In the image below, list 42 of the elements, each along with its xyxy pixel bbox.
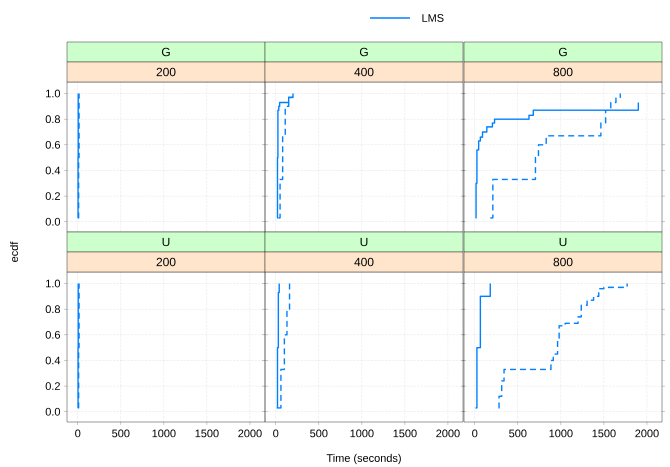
x-tick-label: 1000 [549, 430, 573, 438]
y-tick-label: 0.8 [46, 115, 60, 124]
chart-subtitle: 400 [354, 258, 374, 266]
y-tick-label: 0.2 [46, 382, 60, 390]
chart-title: G [162, 48, 170, 56]
y-tick-label: 0.4 [46, 356, 60, 364]
legend-label: LMS [422, 14, 444, 22]
chart-subtitle: 200 [156, 68, 176, 76]
x-tick-label: 500 [509, 430, 527, 438]
x-tick-label: 1500 [196, 430, 219, 438]
chart-subtitle: 800 [554, 258, 573, 266]
y-tick-label: 1.0 [46, 280, 60, 288]
x-tick-label: 1500 [394, 430, 417, 438]
chart-title: U [360, 238, 368, 246]
x-tick-label: 500 [310, 430, 328, 438]
x-tick-label: 0 [75, 430, 80, 438]
chart-subtitle: 800 [554, 68, 573, 76]
y-tick-label: 0.8 [46, 305, 60, 314]
chart-subtitle: 200 [156, 258, 176, 266]
chart-subtitle: 400 [354, 68, 374, 76]
chart-title: G [558, 48, 567, 56]
x-tick-label: 1500 [592, 430, 616, 438]
y-tick-label: 0.4 [46, 166, 60, 174]
chart-title: G [360, 48, 368, 56]
y-tick-label: 0.6 [46, 330, 60, 339]
chart-title: U [162, 238, 170, 246]
chart-title: U [560, 238, 566, 246]
x-tick-label: 1000 [350, 430, 374, 438]
y-tick-label: 1.0 [46, 90, 60, 98]
x-tick-label: 0 [273, 430, 278, 438]
x-tick-label: 500 [112, 430, 130, 438]
y-tick-label: 0.0 [46, 408, 60, 416]
x-axis-title: Time (seconds) [326, 454, 401, 464]
y-tick-label: 0.0 [46, 218, 60, 226]
x-tick-label: 2000 [436, 430, 460, 438]
y-tick-label: 0.2 [46, 192, 60, 200]
y-tick-label: 0.6 [46, 140, 60, 149]
x-tick-label: 2000 [238, 430, 262, 438]
x-tick-label: 0 [472, 430, 478, 438]
x-tick-label: 1000 [152, 430, 176, 438]
y-axis-title: ecdf [10, 242, 18, 262]
x-tick-label: 2000 [635, 430, 659, 438]
